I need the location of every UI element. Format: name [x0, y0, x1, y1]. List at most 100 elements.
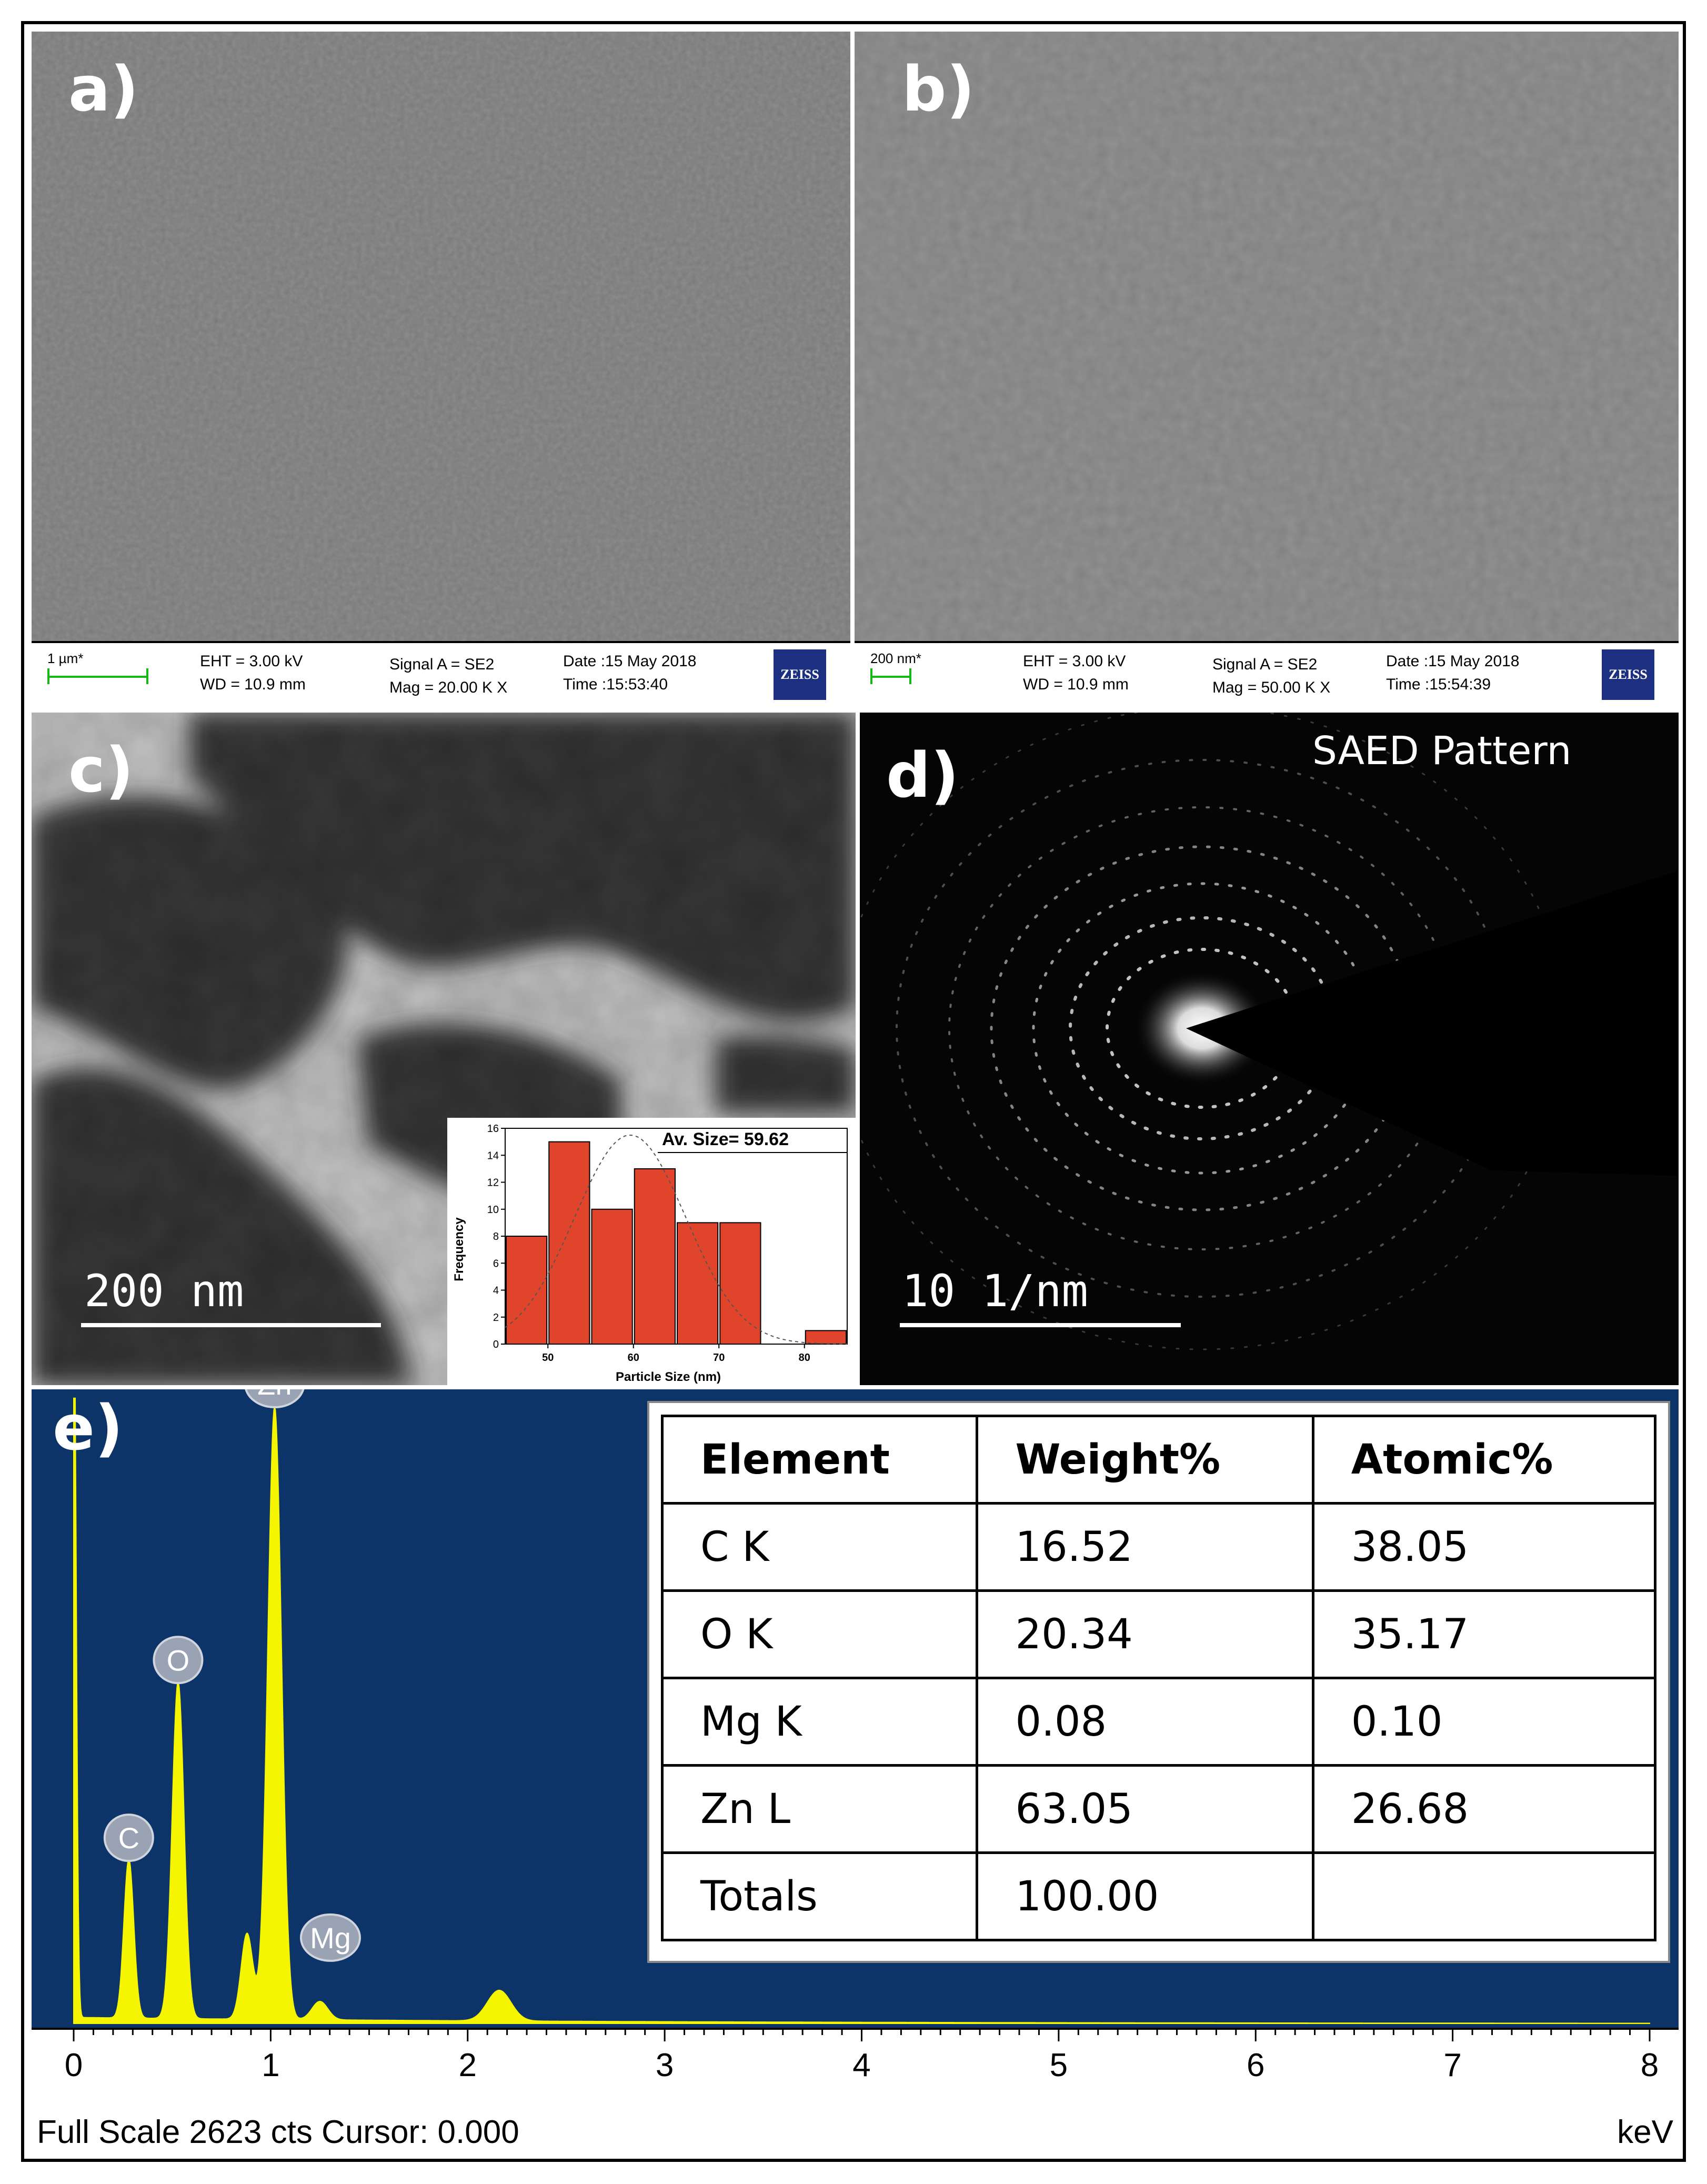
histogram-ytick-label: 10 — [487, 1204, 499, 1216]
saed-scalebar-label: 10 1/nm — [902, 1265, 1089, 1317]
saed-scalebar — [900, 1323, 1181, 1327]
tem-scalebar-label: 200 nm — [84, 1265, 244, 1317]
panel-a-sem: a) 1 µm* EHT = 3.00 kV WD = 10.9 mm Sign… — [32, 32, 850, 708]
table-cell: 0.08 — [976, 1677, 1314, 1767]
scale-bar-tick — [146, 668, 148, 684]
eds-xtick-label: 7 — [1443, 2047, 1461, 2083]
table-cell: Element — [660, 1415, 979, 1505]
histogram-ytick-label: 6 — [493, 1258, 499, 1269]
scale-bar-tick — [47, 668, 49, 684]
sem-info-bar-b: 200 nm* EHT = 3.00 kV WD = 10.9 mm Signa… — [855, 641, 1679, 708]
table-cell: 16.52 — [976, 1502, 1314, 1592]
histogram-bar — [634, 1168, 676, 1345]
panel-e-label: e) — [53, 1391, 123, 1464]
table-row: C K 16.52 38.05 — [660, 1502, 1657, 1592]
peak-label-mg: Mg — [310, 1921, 351, 1955]
table-row: Mg K 0.08 0.10 — [660, 1677, 1657, 1767]
table-cell: 35.17 — [1311, 1589, 1657, 1679]
table-cell: Mg K — [660, 1677, 979, 1767]
histogram-annotation: Av. Size= 59.62 — [662, 1129, 789, 1149]
histogram-bar — [719, 1222, 761, 1345]
table-cell: 26.68 — [1311, 1764, 1657, 1854]
histogram-ytick-label: 14 — [487, 1150, 499, 1161]
histogram-xtick-label: 70 — [713, 1352, 725, 1364]
histogram-xtick-label: 50 — [542, 1352, 554, 1364]
sem-texture-b — [855, 32, 1679, 643]
scale-label: 1 µm* — [47, 650, 84, 666]
figure-frame: a) 1 µm* EHT = 3.00 kV WD = 10.9 mm Sign… — [21, 21, 1686, 2162]
panel-c-tem: c) 200 nm Av. Size= 59.62 Particle Size … — [32, 713, 856, 1385]
tem-image — [32, 713, 856, 1385]
eds-xtick-label: 6 — [1247, 2047, 1264, 2083]
table-row: Totals 100.00 — [660, 1851, 1657, 1941]
panel-e-eds: Full Scale 2623 cts Cursor: 0.000 keV 0 1… — [32, 1389, 1679, 2158]
panel-a-label: a) — [68, 53, 139, 125]
histogram-bar — [805, 1330, 847, 1345]
wd-value: WD = 10.9 mm — [200, 676, 306, 693]
table-row: Zn L 63.05 26.68 — [660, 1764, 1657, 1854]
date-value: Date :15 May 2018 — [1386, 653, 1520, 670]
zeiss-logo: ZEISS — [1602, 649, 1654, 700]
saed-title: SAED Pattern — [1312, 728, 1572, 774]
scale-bar-tick — [870, 668, 872, 684]
scale-bar — [870, 676, 910, 678]
time-value: Time :15:54:39 — [1386, 676, 1491, 693]
eht-value: EHT = 3.00 kV — [1023, 653, 1126, 670]
histogram-inset: Av. Size= 59.62 Particle Size (nm) Frequ… — [447, 1118, 856, 1385]
eds-xtick-label: 3 — [656, 2047, 674, 2083]
histogram-ytick-label: 0 — [493, 1339, 499, 1350]
eds-footer-right: keV — [1617, 2114, 1673, 2150]
scale-label: 200 nm* — [870, 650, 921, 666]
eds-xtick-label: 2 — [459, 2047, 477, 2083]
histogram-ytick-label: 12 — [487, 1177, 499, 1189]
peak-label-c: C — [118, 1821, 139, 1855]
sem-texture-a — [32, 32, 850, 643]
table-cell: Weight% — [976, 1415, 1314, 1505]
histogram-ytick-label: 8 — [493, 1231, 499, 1243]
histogram-xtick-label: 60 — [628, 1352, 639, 1364]
table-row: O K 20.34 35.17 — [660, 1589, 1657, 1679]
panel-d-label: d) — [886, 739, 959, 812]
table-cell: 63.05 — [976, 1764, 1314, 1854]
table-cell: 100.00 — [976, 1851, 1314, 1941]
time-value: Time :15:53:40 — [563, 676, 668, 693]
mag-value: Mag = 20.00 K X — [389, 679, 508, 696]
table-cell — [1311, 1851, 1657, 1941]
eht-value: EHT = 3.00 kV — [200, 653, 303, 670]
panel-b-label: b) — [902, 53, 975, 125]
peak-label-zn: Zn — [257, 1389, 292, 1401]
peak-label-bubble — [245, 1389, 305, 1408]
table-cell: Zn L — [660, 1764, 979, 1854]
particle-size-histogram: Av. Size= 59.62 Particle Size (nm) Frequ… — [452, 1123, 848, 1384]
wd-value: WD = 10.9 mm — [1023, 676, 1129, 693]
histogram-ylabel: Frequency — [452, 1217, 466, 1281]
tem-scalebar — [81, 1323, 381, 1327]
panel-d-saed: d) SAED Pattern 10 1/nm — [860, 713, 1679, 1385]
peak-label-o: O — [167, 1644, 190, 1677]
mag-value: Mag = 50.00 K X — [1212, 679, 1331, 696]
eds-xtick-label: 1 — [262, 2047, 279, 2083]
eds-xtick-label: 0 — [65, 2047, 83, 2083]
eds-spectrum-curve — [73, 1397, 1650, 2024]
peak-label-bubble — [153, 1636, 204, 1685]
signal-value: Signal A = SE2 — [1212, 656, 1318, 673]
histogram-bar — [591, 1208, 633, 1345]
histogram-ytick-label: 16 — [487, 1123, 499, 1135]
scale-bar-tick — [909, 668, 911, 684]
histogram-bar — [677, 1222, 719, 1345]
eds-xtick-label: 4 — [852, 2047, 870, 2083]
signal-value: Signal A = SE2 — [389, 656, 495, 673]
eds-results-table: Element Weight% Atomic% C K 16.52 38.05 O K 20.… — [660, 1415, 1657, 1941]
eds-xtick-label: 8 — [1641, 2047, 1659, 2083]
saed-pattern-image — [860, 713, 1679, 1385]
table-cell: C K — [660, 1502, 979, 1592]
zeiss-logo: ZEISS — [774, 649, 826, 700]
scale-bar — [47, 676, 147, 678]
histogram-ytick-label: 4 — [493, 1285, 499, 1297]
table-cell: Totals — [660, 1851, 979, 1941]
peak-label-bubble — [299, 1913, 361, 1962]
histogram-bar — [506, 1236, 548, 1345]
table-cell: Atomic% — [1311, 1415, 1657, 1505]
table-cell: 20.34 — [976, 1589, 1314, 1679]
peak-label-bubble — [103, 1814, 154, 1862]
